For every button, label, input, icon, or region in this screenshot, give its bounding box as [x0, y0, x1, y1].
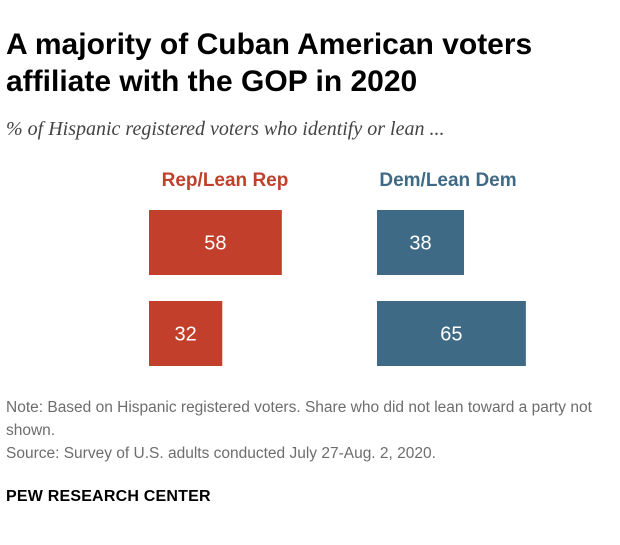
legend-rep: Rep/Lean Rep: [162, 170, 289, 191]
bar-dem-non-cuban: [377, 301, 526, 366]
data-label-rep-cubans: 58: [204, 233, 226, 255]
notes: Note: Based on Hispanic registered voter…: [6, 396, 616, 465]
chart-title: A majority of Cuban American voters affi…: [6, 28, 533, 98]
data-label-rep-non-cuban: 32: [175, 324, 197, 346]
legend: Rep/Lean Rep Dem/Lean Dem: [162, 170, 517, 191]
bar-rep-non-cuban: [149, 301, 223, 366]
brand-logo-text: PEW RESEARCH CENTER: [6, 488, 211, 505]
chart-subtitle: % of Hispanic registered voters who iden…: [6, 118, 445, 140]
bar-dem-cubans: [377, 210, 465, 275]
data-label-dem-non-cuban: 65: [440, 324, 462, 346]
bars: 58 38 32 65: [149, 210, 526, 366]
legend-dem: Dem/Lean Dem: [379, 170, 516, 191]
bar-rep-cubans: [149, 210, 282, 275]
source-text: Source: Survey of U.S. adults conducted …: [6, 445, 436, 462]
bar-chart: Rep/Lean Rep Dem/Lean Dem Cubans 5838326…: [149, 170, 526, 366]
note-text: Note: Based on Hispanic registered voter…: [6, 399, 592, 439]
data-label-dem-cubans: 38: [409, 233, 431, 255]
